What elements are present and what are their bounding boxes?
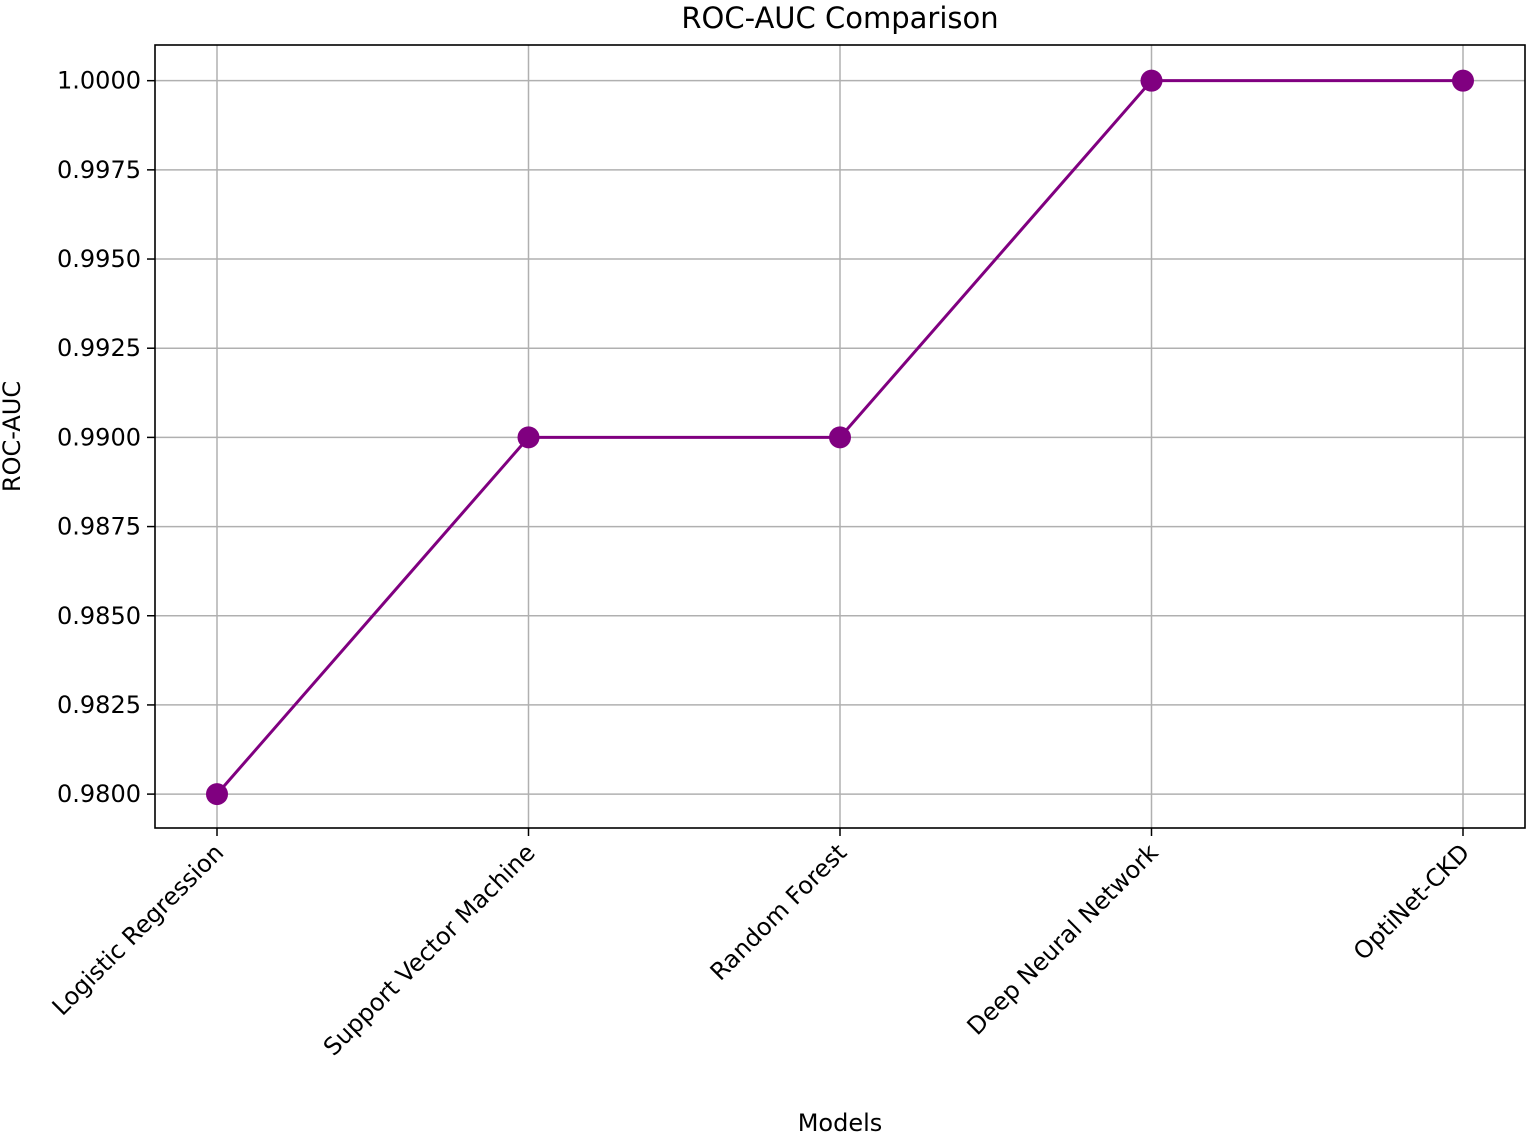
y-tick-label: 1.0000	[57, 67, 141, 95]
y-axis-ticks: 0.9800 0.9825 0.9850 0.9875 0.9900 0.9925 0.99…	[57, 67, 155, 808]
x-tick-label: OptiNet-CKD	[1348, 838, 1475, 965]
x-axis-ticks: Logistic Regression Support Vector Machin…	[47, 828, 1475, 1061]
y-tick-label: 0.9875	[57, 513, 141, 541]
chart-title: ROC-AUC Comparison	[681, 1, 998, 35]
y-tick-label: 0.9925	[57, 334, 141, 362]
data-point-marker	[517, 426, 540, 449]
y-tick-label: 0.9975	[57, 156, 141, 184]
y-tick-label: 0.9950	[57, 245, 141, 273]
data-point-marker	[829, 426, 851, 449]
x-tick-label: Logistic Regression	[47, 838, 230, 1021]
x-tick-label: Deep Neural Network	[962, 838, 1164, 1040]
x-axis-title: Models	[798, 1109, 883, 1135]
plot-frame	[154, 44, 1526, 829]
y-axis-title: ROC-AUC	[0, 381, 26, 492]
y-tick-label: 0.9800	[57, 780, 141, 808]
y-tick-label: 0.9900	[57, 423, 141, 451]
data-point-marker	[206, 783, 228, 806]
series-layer	[206, 69, 1474, 806]
x-tick-label: Random Forest	[705, 838, 853, 986]
data-point-marker	[1452, 69, 1474, 92]
x-tick-label: Support Vector Machine	[318, 838, 541, 1061]
y-tick-label: 0.9825	[57, 691, 141, 719]
y-tick-label: 0.9850	[57, 602, 141, 630]
data-point-marker	[1140, 69, 1163, 92]
